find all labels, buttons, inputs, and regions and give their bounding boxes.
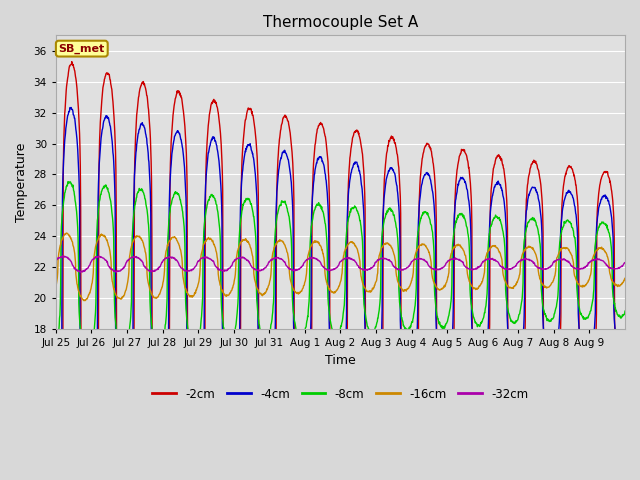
-8cm — [64, 179, 72, 184]
-32cm — [614, 265, 622, 271]
-8cm — [614, 313, 622, 319]
Line: -32cm: -32cm — [56, 256, 625, 272]
-4cm — [52, 438, 60, 444]
-16cm — [621, 276, 629, 281]
-8cm — [476, 323, 483, 329]
-8cm — [621, 308, 629, 314]
-2cm — [475, 394, 483, 399]
-32cm — [113, 269, 120, 275]
-16cm — [326, 288, 334, 293]
-8cm — [141, 198, 149, 204]
-2cm — [316, 123, 323, 129]
Legend: -2cm, -4cm, -8cm, -16cm, -32cm: -2cm, -4cm, -8cm, -16cm, -32cm — [148, 383, 533, 405]
-16cm — [80, 298, 88, 303]
-8cm — [559, 225, 566, 230]
-16cm — [52, 284, 60, 289]
-4cm — [559, 208, 566, 214]
-4cm — [326, 341, 333, 347]
-2cm — [141, 84, 149, 90]
Line: -2cm: -2cm — [56, 61, 625, 480]
-32cm — [59, 253, 67, 259]
-32cm — [141, 264, 149, 270]
-32cm — [316, 258, 323, 264]
Line: -4cm: -4cm — [56, 108, 625, 441]
-4cm — [316, 155, 323, 160]
-2cm — [326, 328, 333, 334]
-4cm — [67, 105, 75, 110]
-8cm — [316, 202, 323, 207]
-16cm — [476, 283, 483, 288]
-2cm — [68, 59, 76, 64]
-32cm — [52, 258, 60, 264]
-8cm — [326, 318, 334, 324]
-4cm — [141, 128, 149, 134]
-32cm — [326, 268, 334, 274]
Y-axis label: Temperature: Temperature — [15, 143, 28, 222]
-32cm — [621, 260, 629, 265]
X-axis label: Time: Time — [325, 354, 356, 367]
Line: -8cm: -8cm — [56, 181, 625, 357]
Line: -16cm: -16cm — [56, 233, 625, 300]
Title: Thermocouple Set A: Thermocouple Set A — [263, 15, 418, 30]
-16cm — [141, 250, 149, 255]
-16cm — [559, 245, 566, 251]
-2cm — [559, 196, 566, 202]
-8cm — [83, 354, 91, 360]
-32cm — [476, 264, 483, 270]
-16cm — [316, 242, 323, 248]
-16cm — [63, 230, 71, 236]
-8cm — [52, 350, 60, 356]
-2cm — [621, 372, 629, 378]
-32cm — [559, 256, 566, 262]
-4cm — [475, 367, 483, 373]
-16cm — [614, 282, 622, 288]
-2cm — [614, 361, 622, 367]
-4cm — [621, 347, 629, 352]
Text: SB_met: SB_met — [59, 44, 105, 54]
-4cm — [614, 344, 622, 349]
